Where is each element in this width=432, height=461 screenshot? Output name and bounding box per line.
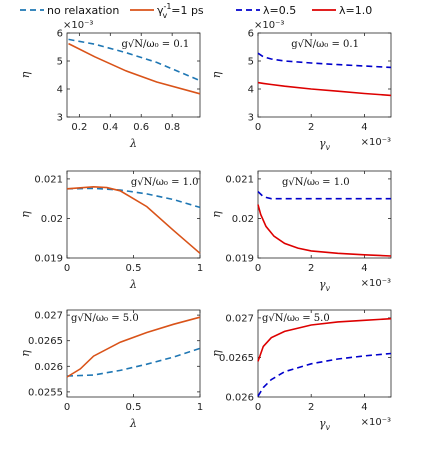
chart-panel-bottom-left: 0 0.5 1 0.0255 0.026 0.0265 0.027 λ η g√N/ω₀ = 5.… (19, 309, 203, 430)
y-tick-label: 6 (248, 29, 254, 40)
chart-panel-middle-left: 0 0.5 1 0.019 0.02 0.021 λ η g√N/ω₀ = 1.0 (19, 170, 203, 291)
series-line-1 (257, 352, 392, 397)
y-tick-label: 0.027 (34, 311, 63, 322)
y-tick-label: 5 (248, 57, 254, 68)
legend-label-lambda-1.0: λ=1.0 (339, 4, 372, 17)
x-tick-label: 0 (64, 402, 70, 413)
series-line-1 (257, 191, 391, 200)
series-line-1 (66, 347, 201, 377)
x-tick-label: 0.5 (126, 402, 142, 413)
x-tick-label: 0 (255, 402, 261, 413)
series-line-2 (68, 42, 201, 95)
y-tick-label: 0.027 (225, 313, 254, 324)
x-axis-label: λ (129, 137, 137, 150)
x-axis-label: γv (319, 137, 331, 152)
y-axis-label: η (210, 211, 223, 218)
x-exponent-label: ×10⁻³ (361, 417, 391, 428)
y-axis-label: η (210, 71, 223, 78)
x-tick-label: 0 (64, 263, 70, 274)
chart-panel-middle-right: 0 2 4 0.019 0.02 0.021 ×10⁻³ γv η g√N/ω₀ = 1.0 (210, 170, 392, 293)
series-line-2 (257, 204, 392, 257)
series-line-2 (257, 81, 392, 97)
panel-annotation: g√N/ω₀ = 0.1 (291, 39, 359, 50)
y-tick-label: 0.0265 (219, 353, 254, 364)
x-tick-label: 0.4 (102, 122, 118, 133)
y-tick-label: 0.019 (34, 254, 63, 265)
x-tick-label: 0.6 (133, 122, 149, 133)
y-tick-label: 4 (57, 85, 63, 96)
y-tick-label: 0.026 (34, 362, 63, 373)
series-line-1 (66, 187, 201, 209)
x-tick-label: 4 (361, 402, 367, 413)
y-tick-label: 4 (248, 85, 254, 96)
y-axis-label: η (19, 71, 32, 78)
legend-label-lambda-0.5: λ=0.5 (263, 4, 296, 17)
series-line-2 (66, 316, 201, 378)
y-tick-label: 0.0265 (28, 336, 63, 347)
x-tick-label: 0.8 (164, 122, 180, 133)
y-exponent-label: ×10⁻³ (254, 20, 284, 31)
y-axis-label: η (210, 350, 223, 357)
legend-right: λ=0.5 λ=1.0 (236, 4, 372, 17)
x-exponent-label: ×10⁻³ (361, 137, 391, 148)
panel-annotation: g√N/ω₀ = 5.0 (71, 313, 139, 324)
x-tick-label: 2 (308, 402, 314, 413)
legend-label-no-relaxation: no relaxation (47, 4, 119, 17)
y-exponent-label: ×10⁻³ (63, 20, 93, 31)
x-axis-label: λ (129, 278, 137, 291)
chart-panel-top-left: 0.2 0.4 0.6 0.8 3 4 5 6×10⁻³ λ η g√N/ω₀ = 0.1 (19, 20, 201, 150)
chart-panel-bottom-right: 0 2 4 0.026 0.0265 0.027 ×10⁻³ γv η g√N/ω₀ = 5.0 (210, 309, 392, 432)
legend-label-relaxation: γ-1 v =1 ps (157, 2, 204, 20)
y-tick-label: 0.021 (34, 174, 63, 185)
x-tick-label: 4 (361, 263, 367, 274)
x-axis-label-sub: v (326, 143, 331, 152)
y-axis-label: η (19, 350, 32, 357)
axes-frame (257, 32, 392, 118)
panel-annotation: g√N/ω₀ = 1.0 (282, 177, 350, 188)
x-tick-label: 4 (361, 122, 367, 133)
x-tick-label: 0.2 (71, 122, 87, 133)
x-axis-label: γv (319, 417, 331, 432)
x-tick-label: 0 (255, 122, 261, 133)
x-tick-label: 2 (308, 263, 314, 274)
legend-left: no relaxation γ-1 v =1 ps (20, 2, 204, 20)
y-tick-label: 5 (57, 57, 63, 68)
x-axis-label-sub: v (326, 423, 331, 432)
y-tick-label: 0.019 (225, 254, 254, 265)
y-tick-label: 0.021 (225, 174, 254, 185)
axes-frame (66, 32, 201, 118)
x-axis-label-sub: v (326, 284, 331, 293)
panel-annotation: g√N/ω₀ = 5.0 (262, 313, 330, 324)
y-tick-label: 0.026 (225, 393, 254, 404)
y-tick-label: 0.02 (41, 214, 63, 225)
series-line-2 (66, 185, 201, 254)
y-tick-label: 0.02 (232, 214, 254, 225)
y-tick-label: 3 (57, 113, 63, 124)
x-tick-label: 0.5 (126, 263, 142, 274)
x-axis-label: γv (319, 278, 331, 293)
series-line-1 (257, 52, 392, 69)
axes-frame (257, 170, 392, 259)
series-line-2 (257, 317, 392, 362)
x-tick-label: 1 (197, 402, 203, 413)
y-tick-label: 0.0255 (28, 387, 63, 398)
x-tick-label: 0 (255, 263, 261, 274)
x-tick-label: 1 (197, 263, 203, 274)
x-tick-label: 2 (308, 122, 314, 133)
y-tick-label: 6 (57, 29, 63, 40)
y-tick-label: 3 (248, 113, 254, 124)
x-exponent-label: ×10⁻³ (361, 278, 391, 289)
panel-annotation: g√N/ω₀ = 1.0 (131, 177, 199, 188)
x-axis-label: λ (129, 417, 137, 430)
y-axis-label: η (19, 211, 32, 218)
panel-annotation: g√N/ω₀ = 0.1 (122, 39, 190, 50)
